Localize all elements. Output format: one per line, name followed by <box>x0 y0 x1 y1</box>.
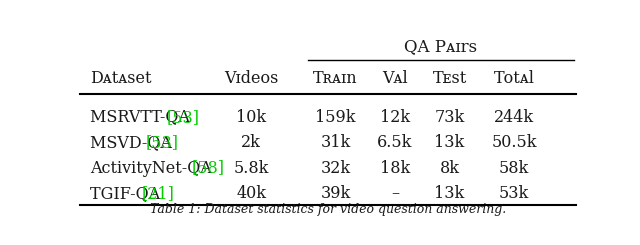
Text: 159k: 159k <box>315 109 356 126</box>
Text: QA Pᴀɪrs: QA Pᴀɪrs <box>404 38 477 55</box>
Text: 8k: 8k <box>440 159 460 177</box>
Text: Vᴀl: Vᴀl <box>382 70 408 87</box>
Text: Tᴇst: Tᴇst <box>433 70 467 87</box>
Text: 39k: 39k <box>320 185 351 202</box>
Text: [21]: [21] <box>141 185 174 202</box>
Text: 13k: 13k <box>435 134 465 151</box>
Text: 2k: 2k <box>241 134 261 151</box>
Text: 18k: 18k <box>380 159 410 177</box>
Text: 6.5k: 6.5k <box>377 134 413 151</box>
Text: 40k: 40k <box>236 185 266 202</box>
Text: ActivityNet-QA: ActivityNet-QA <box>90 159 217 177</box>
Text: 31k: 31k <box>320 134 351 151</box>
Text: 13k: 13k <box>435 185 465 202</box>
Text: 10k: 10k <box>236 109 266 126</box>
Text: –: – <box>391 185 399 202</box>
Text: 5.8k: 5.8k <box>234 159 269 177</box>
Text: 32k: 32k <box>321 159 351 177</box>
Text: [53]: [53] <box>146 134 179 151</box>
Text: 244k: 244k <box>494 109 534 126</box>
Text: MSRVTT-QA: MSRVTT-QA <box>90 109 195 126</box>
Text: 53k: 53k <box>499 185 529 202</box>
Text: [58]: [58] <box>191 159 225 177</box>
Text: MSVD-QA: MSVD-QA <box>90 134 177 151</box>
Text: 73k: 73k <box>435 109 465 126</box>
Text: Table 1: Dataset statistics for video question answering.: Table 1: Dataset statistics for video qu… <box>150 203 506 216</box>
Text: TGIF-QA: TGIF-QA <box>90 185 165 202</box>
Text: [53]: [53] <box>167 109 200 126</box>
Text: 58k: 58k <box>499 159 529 177</box>
Text: 12k: 12k <box>380 109 410 126</box>
Text: Tʀᴀɪn: Tʀᴀɪn <box>313 70 358 87</box>
Text: Vɪdeᴏs: Vɪdeᴏs <box>224 70 278 87</box>
Text: Dᴀtᴀset: Dᴀtᴀset <box>90 70 152 87</box>
Text: 50.5k: 50.5k <box>492 134 537 151</box>
Text: Tᴏtᴀl: Tᴏtᴀl <box>493 70 534 87</box>
